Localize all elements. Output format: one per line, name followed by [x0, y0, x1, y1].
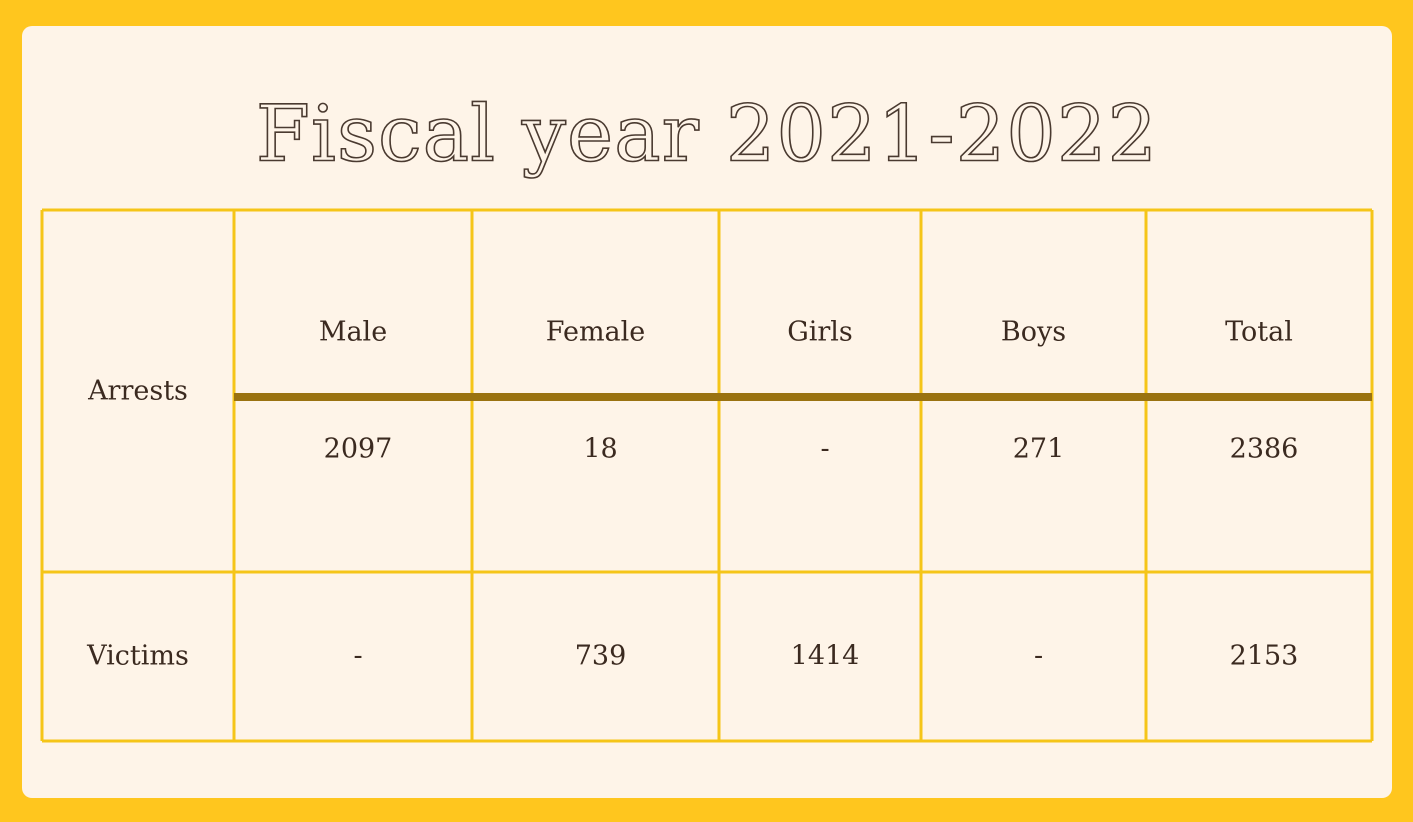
cell-value: -: [820, 434, 829, 465]
card: [22, 26, 1392, 798]
column-header: Female: [546, 317, 646, 348]
column-header: Male: [319, 317, 387, 348]
cell-value: -: [1034, 641, 1043, 672]
cell-value: 18: [583, 434, 617, 465]
table: Male Female Girls Boys Total Arrests 2097 18 - 27…: [40, 208, 1374, 743]
cell-value: 739: [575, 641, 627, 672]
cell-value: 2097: [324, 434, 393, 465]
cell-value: 271: [1013, 434, 1065, 465]
column-header: Girls: [787, 317, 853, 348]
column-header: Boys: [1001, 317, 1066, 348]
title: Fiscal year 2021-2022: [256, 90, 1158, 180]
cell-value: -: [353, 641, 362, 672]
row-header: Victims: [86, 641, 189, 672]
row-header: Arrests: [87, 376, 188, 407]
cell-value: 2386: [1230, 434, 1299, 465]
cell-value: 2153: [1230, 641, 1299, 672]
column-header: Total: [1225, 317, 1293, 348]
cell-value: 1414: [791, 641, 860, 672]
